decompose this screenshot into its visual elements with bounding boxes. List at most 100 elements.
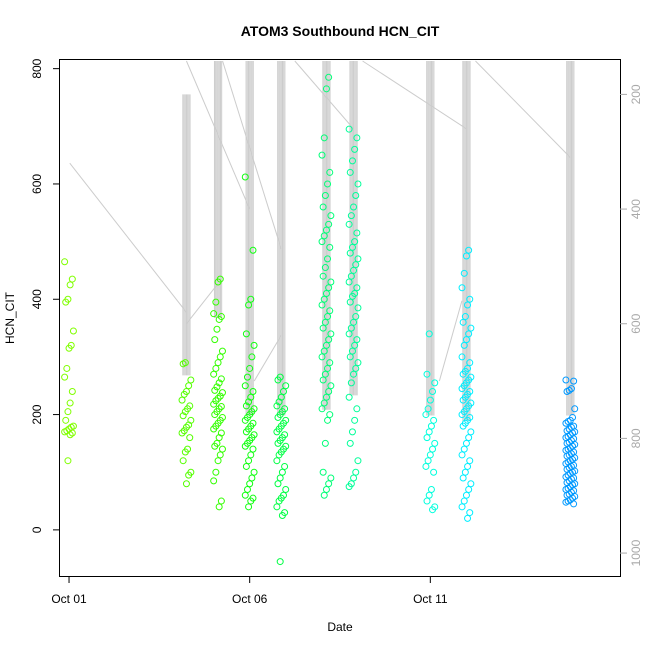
data-point [459,474,467,482]
data-point [214,394,222,402]
data-point [326,243,334,251]
data-point [320,134,328,142]
data-point [327,474,335,482]
data-point [69,327,77,335]
data-point [346,298,354,306]
data-point [426,451,434,459]
data-point [216,353,224,361]
data-point [213,325,221,333]
data-point [321,264,329,272]
x-tick-label: Oct 11 [413,592,448,606]
y-axis-label: HCN_CIT [3,291,17,344]
data-point [347,212,355,220]
data-point [210,477,218,485]
data-point [64,408,72,416]
data-point [351,416,359,424]
data-point [354,457,362,465]
data-point [213,383,221,391]
data-point [459,422,467,430]
data-point [460,497,468,505]
data-point [211,386,219,394]
data-point [319,272,327,280]
data-point [211,411,219,419]
altitude-transit-line [294,60,354,130]
data-point [179,412,187,420]
data-point [346,168,354,176]
data-point [63,364,71,372]
data-point [345,278,353,286]
data-point [465,486,473,494]
data-point [61,428,69,436]
data-point [274,439,282,447]
data-point [353,284,361,292]
data-point [346,353,354,361]
data-point [571,441,579,449]
altitude-transit-line [69,162,187,313]
data-point [211,442,219,450]
data-point [243,486,251,494]
data-point [179,457,187,465]
y-tick-label: 400 [30,289,44,309]
data-point [320,491,328,499]
y2-tick-label: 200 [629,84,643,104]
data-point [461,313,469,321]
data-point [348,292,356,300]
data-point [241,382,249,390]
data-point [350,370,358,378]
data-point [348,243,356,251]
data-point [571,405,579,413]
data-point [465,246,473,254]
data-point [462,252,470,260]
data-point [353,229,361,237]
data-point [214,359,222,367]
data-point [322,341,330,349]
data-point [318,405,326,413]
data-point [424,457,432,465]
data-point [466,509,474,517]
x-tick-label: Oct 06 [232,592,268,606]
data-point [214,278,222,286]
data-point [464,514,472,522]
data-point [466,457,474,465]
data-point [68,275,76,283]
data-point [346,439,354,447]
data-point [243,373,251,381]
data-point [422,411,430,419]
data-point [327,330,335,338]
data-point [564,417,572,425]
x-axis-label: Date [327,620,353,634]
data-point [276,474,284,482]
data-point [274,413,282,421]
data-point [210,370,218,378]
data-point [242,428,250,436]
data-point [250,341,258,349]
data-point [458,385,466,393]
data-point [425,330,433,338]
data-point [320,399,328,407]
data-point [275,451,283,459]
data-point [324,416,332,424]
data-point [423,434,431,442]
data-point [279,388,287,396]
data-point [460,445,468,453]
data-point [276,558,284,566]
data-point [62,298,70,306]
data-point [459,396,467,404]
data-point [318,353,326,361]
data-point [350,203,358,211]
data-point [464,301,472,309]
altitude-transit-line [186,283,219,325]
data-point [212,397,220,405]
data-point [346,249,354,257]
data-point [215,379,223,387]
data-point [249,246,257,254]
data-point [461,468,469,476]
data-point [185,471,193,479]
data-point [182,423,190,431]
data-point [460,269,468,277]
data-point [345,483,353,491]
data-point [181,448,189,456]
y2-tick-label: 400 [629,199,643,219]
data-point [347,379,355,387]
